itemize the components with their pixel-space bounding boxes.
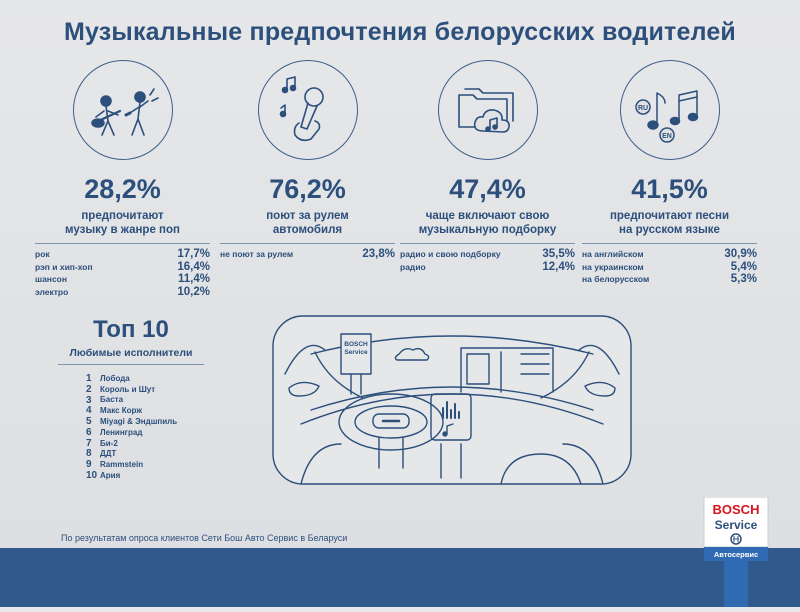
list-item: 3 Баста [86,394,124,406]
divider [220,243,395,244]
stat-breakdown: рок 17,7% рэп и хип-хоп 16,4% шансон 11,4% … [35,248,210,298]
stat-breakdown: радио и свою подборку 35,5% радио 12,4% [400,248,575,273]
divider [35,243,210,244]
stat-column-language: RU EN 41,5% предпочитают песни на русско… [582,60,757,286]
stat-description: чаще включают свою музыкальную подборку [418,210,557,236]
bosch-service-logo: BOSCH Service Автосервис [700,496,772,607]
stat-percent: 28,2% [84,174,161,204]
breakdown-row: не поют за рулем 23,8% [220,248,395,260]
stat-breakdown: на английском 30,9% на украинском 5,4% на … [582,248,757,286]
music-folders-icon [437,60,538,160]
breakdown-row: рок 17,7% [35,248,210,260]
list-item: 6 Ленинград [86,426,143,438]
list-item: 7 Би-2 [86,437,118,449]
windshield-bosch-line2: Service [344,349,368,356]
stat-percent: 41,5% [631,174,708,204]
list-item: 1 Лобода [86,372,130,384]
stat-description: поют за рулем автомобиля [266,210,349,236]
top10-subtitle: Любимые исполнители [69,347,193,359]
divider [400,243,575,244]
windshield-bosch-line1: BOSCH [344,341,368,348]
ru-label: RU [637,105,647,112]
stat-column-playlist: 47,4% чаще включают свою музыкальную под… [400,60,575,273]
divider [582,243,757,244]
list-item: 10 Ария [86,470,121,482]
stat-column-pop: 28,2% предпочитают музыку в жанре поп ро… [35,60,210,298]
stat-breakdown: не поют за рулем 23,8% [220,248,395,261]
stat-percent: 47,4% [449,174,526,204]
bottom-bar [0,548,800,607]
list-item: 2 Король и Шут [86,383,156,395]
breakdown-row: электро 10,2% [35,285,210,298]
en-label: EN [662,133,672,140]
list-item: 9 Rammstein [86,459,144,471]
stat-column-singing: 76,2% поют за рулем автомобиля не поют з… [220,60,395,261]
band-singers-icon [72,60,173,160]
top10-panel: Топ 10 Любимые исполнители 1 Лобода 2 Коро… [58,316,204,481]
breakdown-row: на украинском 5,4% [582,260,757,273]
divider [58,364,204,365]
survey-footnote: По результатам опроса клиентов Сети Бош … [61,533,348,543]
music-notes-language-icon: RU EN [619,60,720,160]
breakdown-row: рэп и хип-хоп 16,4% [35,260,210,273]
artist-list: 1 Лобода 2 Король и Шут 3 Баста 4 Макс Корж … [58,373,204,481]
breakdown-row: на белорусском 5,3% [582,273,757,285]
breakdown-row: радио 12,4% [400,260,575,273]
car-interior-illustration: BOSCH Service [271,314,633,491]
bosch-logo-line2: Service [715,518,758,532]
breakdown-row: на английском 30,9% [582,248,757,260]
list-item: 4 Макс Корж [86,405,143,417]
stat-description: предпочитают музыку в жанре поп [65,210,180,236]
bosch-logo-line1: BOSCH [713,502,760,517]
stat-percent: 76,2% [269,174,346,204]
bosch-logo-caption: Автосервис [714,550,758,559]
page-title: Музыкальные предпочтения белорусских вод… [63,18,737,46]
breakdown-row: радио и свою подборку 35,5% [400,248,575,260]
list-item: 8 ДДТ [86,448,117,460]
top10-title: Топ 10 [93,316,169,343]
stat-description: предпочитают песни на русском языке [609,210,730,236]
breakdown-row: шансон 11,4% [35,273,210,285]
microphone-hand-icon [257,60,358,160]
list-item: 5 Miyagi & Эндшпиль [86,416,178,428]
